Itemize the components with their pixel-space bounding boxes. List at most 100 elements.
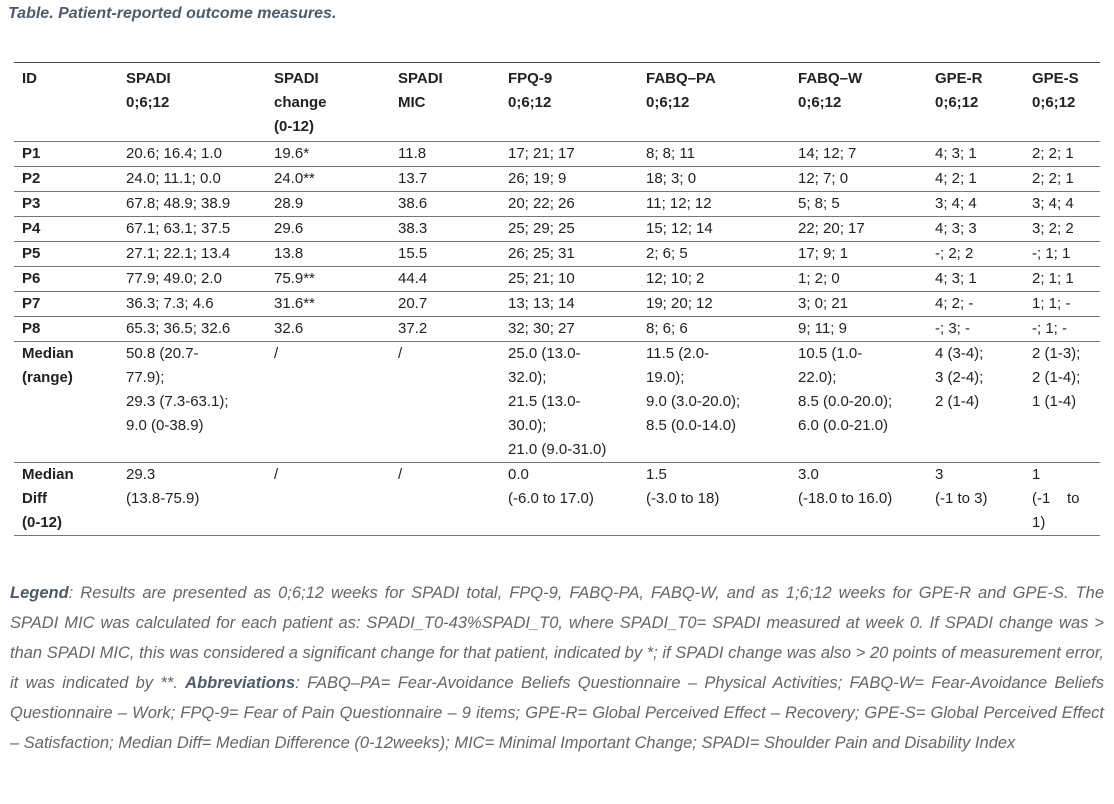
table-cell: 17; 9; 1: [790, 241, 927, 267]
cell-line: ID: [22, 70, 37, 87]
table-cell: 29.3 (13.8-75.9): [118, 462, 266, 536]
table-cell: Median (range): [14, 341, 118, 463]
table-cell: 12; 10; 2: [638, 266, 790, 292]
table-cell: P5: [14, 241, 118, 267]
table-cell: 3; 4; 4: [1024, 191, 1100, 217]
cell-line: SPADI: [126, 70, 171, 87]
table-cell: 38.3: [390, 216, 500, 242]
abbreviations-text: : FABQ–PA= Fear-Avoidance Beliefs Questi…: [10, 674, 1104, 752]
header-cell: GPE-S 0;6;12: [1024, 62, 1100, 142]
header-cell: SPADI change (0-12): [266, 62, 390, 142]
table-cell: 15.5: [390, 241, 500, 267]
cell-line: 0;6;12: [798, 94, 842, 111]
table-row: P4 67.1; 63.1; 37.5 29.6 38.3 25; 29; 25 15; …: [14, 216, 1100, 242]
table-cell: 29.6: [266, 216, 390, 242]
table-cell: 15; 12; 14: [638, 216, 790, 242]
cell-line: (-3.0 to 18): [646, 490, 720, 507]
table-cell: 9; 11; 9: [790, 316, 927, 342]
table-cell: 18; 3; 0: [638, 166, 790, 192]
table-cell: 24.0**: [266, 166, 390, 192]
table-cell: P4: [14, 216, 118, 242]
cell-line: 6.0 (0.0-21.0): [798, 417, 889, 434]
table-cell: -; 1; -: [1024, 316, 1100, 342]
table-cell: 65.3; 36.5; 32.6: [118, 316, 266, 342]
cell-line: SPADI: [274, 70, 319, 87]
table-cell: 8; 6; 6: [638, 316, 790, 342]
table-cell: 13.7: [390, 166, 500, 192]
cell-line: 3: [935, 466, 944, 483]
cell-line: 8.5 (0.0-14.0): [646, 417, 737, 434]
table-cell: 26; 25; 31: [500, 241, 638, 267]
table-cell: /: [266, 462, 390, 536]
table-title: Table. Patient-reported outcome measures…: [8, 5, 337, 22]
cell-line: 29.3 (7.3-63.1);: [126, 393, 229, 410]
cell-line: 1): [1032, 514, 1046, 531]
header-cell: SPADI 0;6;12: [118, 62, 266, 142]
table-cell: 28.9: [266, 191, 390, 217]
table-cell: -; 2; 2: [927, 241, 1024, 267]
table-cell: 19.6*: [266, 141, 390, 167]
table-row: P5 27.1; 22.1; 13.4 13.8 15.5 26; 25; 31 2; 6…: [14, 241, 1100, 267]
table-cell: 36.3; 7.3; 4.6: [118, 291, 266, 317]
cell-line: 1 (1-4): [1032, 393, 1077, 410]
cell-line: 25.0 (13.0-: [508, 345, 581, 362]
cell-line: MIC: [398, 94, 426, 111]
table-row: Median Diff (0-12) 29.3 (13.8-75.9) // 0.0 (-6.…: [14, 462, 1100, 536]
table-cell: 1.5 (-3.0 to 18): [638, 462, 790, 536]
table-cell: 38.6: [390, 191, 500, 217]
table-cell: 32.6: [266, 316, 390, 342]
header-cell: ID: [14, 62, 118, 142]
header-cell: FABQ–PA 0;6;12: [638, 62, 790, 142]
cell-line: (0-12): [274, 118, 315, 135]
cell-line: (-1 to 3): [935, 490, 988, 507]
table-cell: 1; 2; 0: [790, 266, 927, 292]
table-cell: 3; 2; 2: [1024, 216, 1100, 242]
cell-line: Diff: [22, 490, 47, 507]
table-cell: 13; 13; 14: [500, 291, 638, 317]
table-cell: 67.8; 48.9; 38.9: [118, 191, 266, 217]
table-row: P8 65.3; 36.5; 32.6 32.6 37.2 32; 30; 27 8; 6…: [14, 316, 1100, 342]
table-cell: 32; 30; 27: [500, 316, 638, 342]
cell-line: 10.5 (1.0-: [798, 345, 863, 362]
outcome-table: ID SPADI 0;6;12 SPADI change (0-12) SPADI MIC FP…: [14, 62, 1100, 536]
table-cell: /: [266, 341, 390, 463]
cell-line: 2 (1-4);: [1032, 369, 1081, 386]
table-cell: 20.7: [390, 291, 500, 317]
table-cell: 4; 3; 3: [927, 216, 1024, 242]
cell-line: 4 (3-4);: [935, 345, 984, 362]
legend-label: Legend: [10, 584, 69, 602]
cell-line: 22.0);: [798, 369, 837, 386]
cell-line: GPE-R: [935, 70, 983, 87]
abbreviations-label: Abbreviations: [185, 674, 296, 692]
table-cell: /: [390, 462, 500, 536]
table-cell: 11.8: [390, 141, 500, 167]
cell-line: (-1 to: [1032, 490, 1080, 507]
table-cell: 44.4: [390, 266, 500, 292]
table-cell: 31.6**: [266, 291, 390, 317]
cell-line: 11.5 (2.0-: [646, 345, 710, 362]
table-body: P1 20.6; 16.4; 1.0 19.6* 11.8 17; 21; 17 8; 8…: [14, 141, 1100, 536]
table-cell: 67.1; 63.1; 37.5: [118, 216, 266, 242]
table-cell: 3 (-1 to 3): [927, 462, 1024, 536]
table-cell: 2; 2; 1: [1024, 141, 1100, 167]
cell-line: Median: [22, 345, 74, 362]
table-cell: P8: [14, 316, 118, 342]
table-cell: 11; 12; 12: [638, 191, 790, 217]
cell-line: 19.0);: [646, 369, 685, 386]
cell-line: 2 (1-3);: [1032, 345, 1081, 362]
cell-line: FABQ–W: [798, 70, 863, 87]
cell-line: 0;6;12: [126, 94, 170, 111]
table-cell: 2; 2; 1: [1024, 166, 1100, 192]
table-cell: 2 (1-3); 2 (1-4); 1 (1-4): [1024, 341, 1100, 463]
cell-line: FABQ–PA: [646, 70, 716, 87]
legend-text: : Results are presented as 0;6;12 weeks …: [10, 584, 1104, 692]
table-cell: 25; 29; 25: [500, 216, 638, 242]
cell-line: 50.8 (20.7-: [126, 345, 199, 362]
table-cell: 4; 2; -: [927, 291, 1024, 317]
table-cell: 3; 0; 21: [790, 291, 927, 317]
cell-line: 1.5: [646, 466, 667, 483]
table-cell: 10.5 (1.0- 22.0); 8.5 (0.0-20.0); 6.0 (0.0-…: [790, 341, 927, 463]
table-cell: 19; 20; 12: [638, 291, 790, 317]
cell-line: (-18.0 to 16.0): [798, 490, 893, 507]
cell-line: 3 (2-4);: [935, 369, 984, 386]
